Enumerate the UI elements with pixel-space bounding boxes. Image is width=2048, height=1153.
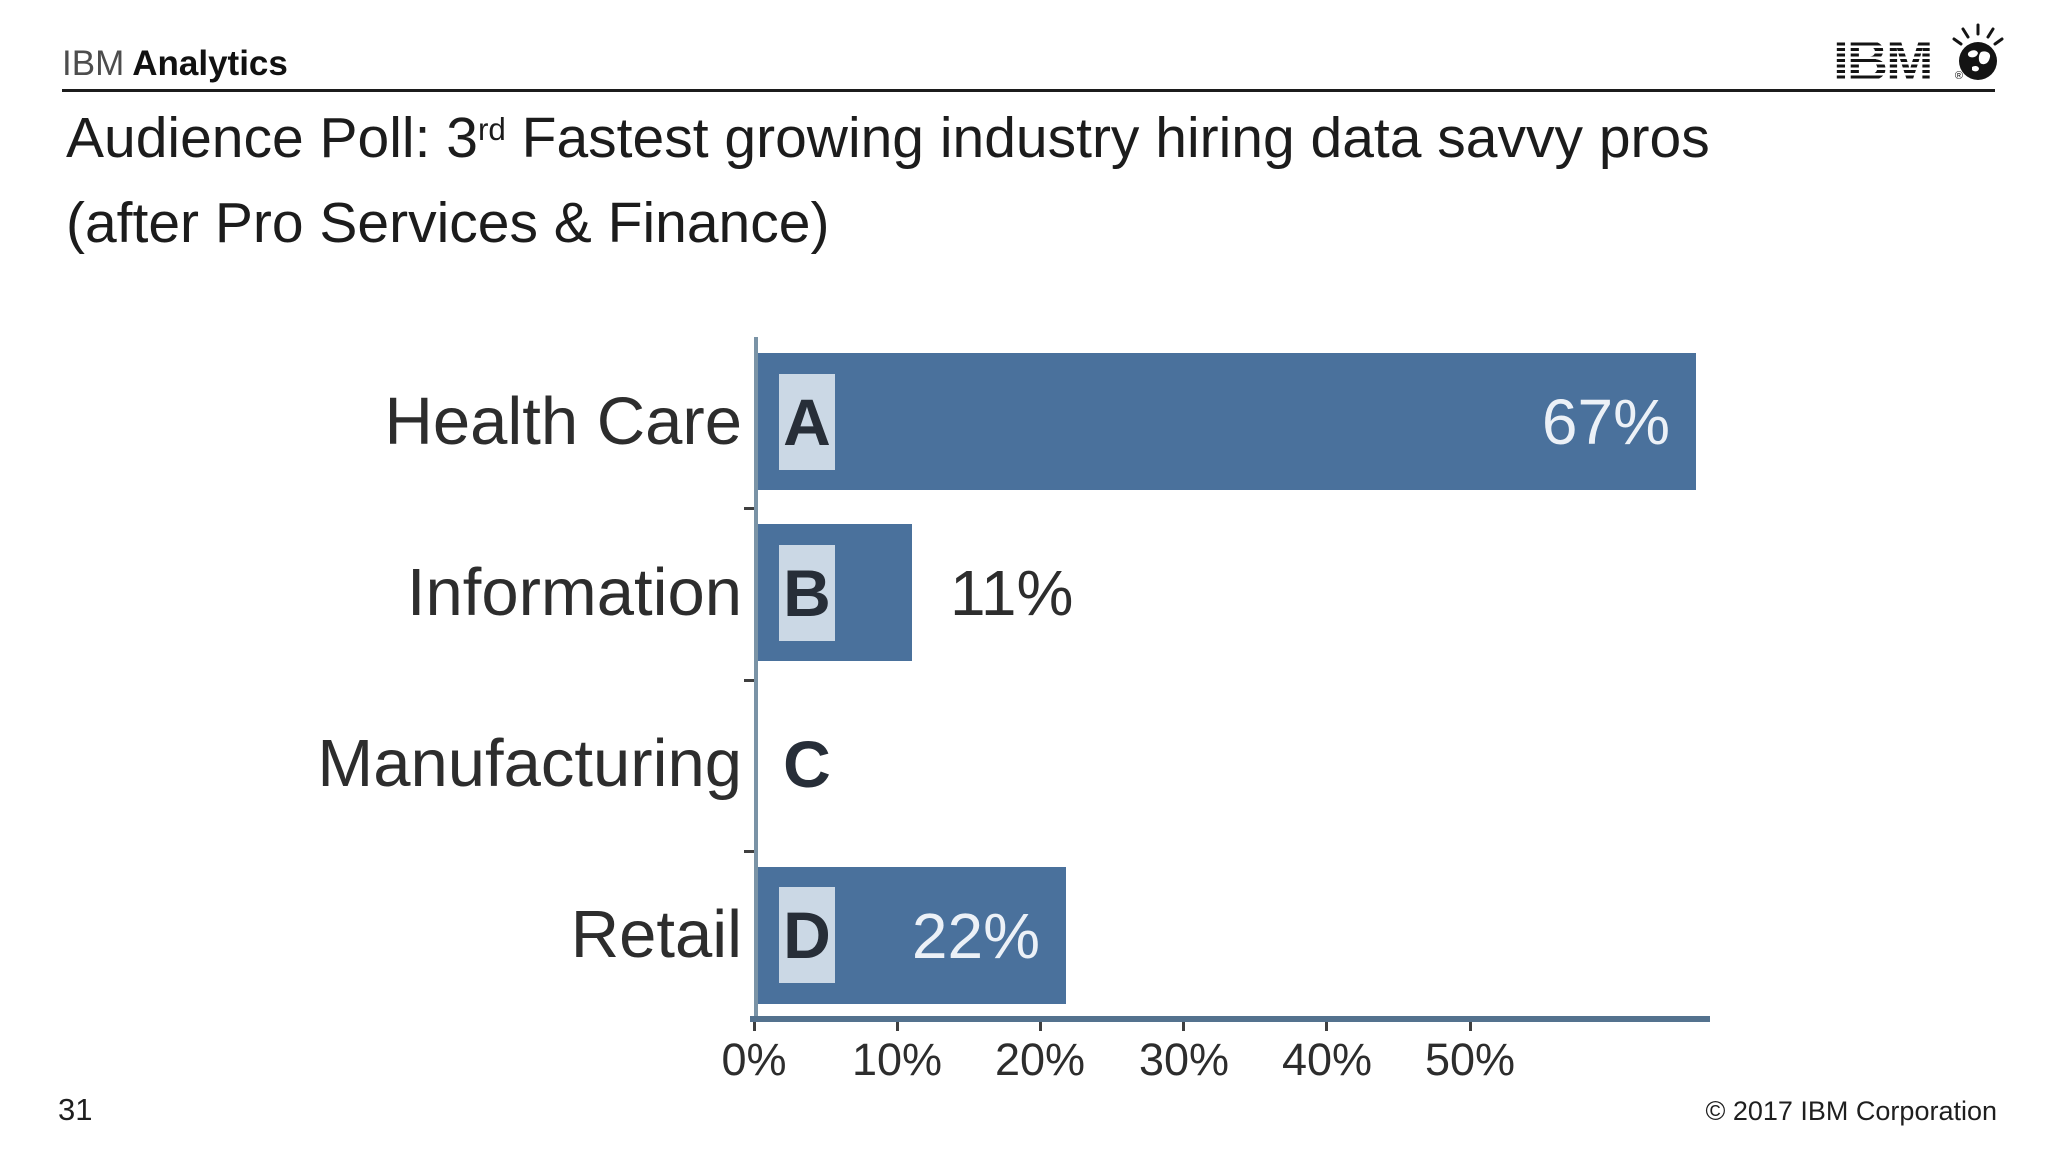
brand-lockup: IBM Analytics bbox=[62, 44, 288, 84]
x-tick-label: 30% bbox=[1138, 1034, 1230, 1085]
header-divider bbox=[62, 89, 1995, 92]
y-tick bbox=[744, 679, 754, 682]
option-badge: C bbox=[783, 727, 831, 802]
category-label: Health Care bbox=[384, 383, 742, 459]
x-axis-line bbox=[750, 1016, 1710, 1022]
option-badge: B bbox=[779, 544, 835, 641]
x-tick bbox=[1039, 1022, 1042, 1031]
x-tick-label: 10% bbox=[851, 1034, 943, 1085]
y-axis-line bbox=[754, 337, 758, 1020]
x-tick bbox=[1469, 1022, 1472, 1031]
x-tick bbox=[1182, 1022, 1185, 1031]
category-label: Information bbox=[406, 554, 742, 630]
copyright: © 2017 IBM Corporation bbox=[1705, 1096, 1997, 1126]
title-superscript: rd bbox=[477, 111, 506, 147]
title-text: Audience Poll: 3 bbox=[66, 106, 478, 170]
title-text: Fastest growing industry hiring data sav… bbox=[505, 106, 1710, 170]
smarter-planet-globe-icon bbox=[1952, 23, 2004, 80]
x-tick-label: 20% bbox=[994, 1034, 1086, 1085]
registered-trademark-icon: ® bbox=[1954, 70, 1963, 82]
value-label: 67% bbox=[1541, 386, 1670, 458]
brand-ibm: IBM bbox=[62, 44, 125, 83]
page-number: 31 bbox=[58, 1092, 93, 1127]
y-tick bbox=[744, 507, 754, 510]
value-label: 11% bbox=[950, 557, 1074, 630]
slide-title: Audience Poll: 3rd Fastest growing indus… bbox=[66, 100, 1866, 262]
x-tick bbox=[1325, 1022, 1328, 1031]
y-tick bbox=[744, 850, 754, 853]
x-tick-label: 50% bbox=[1424, 1034, 1516, 1085]
x-tick-label: 40% bbox=[1281, 1034, 1373, 1085]
title-line-2: (after Pro Services & Finance) bbox=[66, 191, 830, 255]
category-label: Retail bbox=[570, 897, 742, 973]
option-badge: D bbox=[779, 887, 835, 984]
value-label: 22% bbox=[911, 899, 1040, 972]
brand-analytics: Analytics bbox=[132, 44, 288, 83]
x-tick bbox=[753, 1022, 756, 1031]
category-label: Manufacturing bbox=[317, 726, 742, 802]
x-tick bbox=[896, 1022, 899, 1031]
title-line-1: Audience Poll: 3rd Fastest growing indus… bbox=[66, 100, 1866, 185]
bar bbox=[758, 353, 1696, 490]
option-badge: A bbox=[779, 373, 835, 470]
x-tick-label: 0% bbox=[721, 1034, 787, 1085]
